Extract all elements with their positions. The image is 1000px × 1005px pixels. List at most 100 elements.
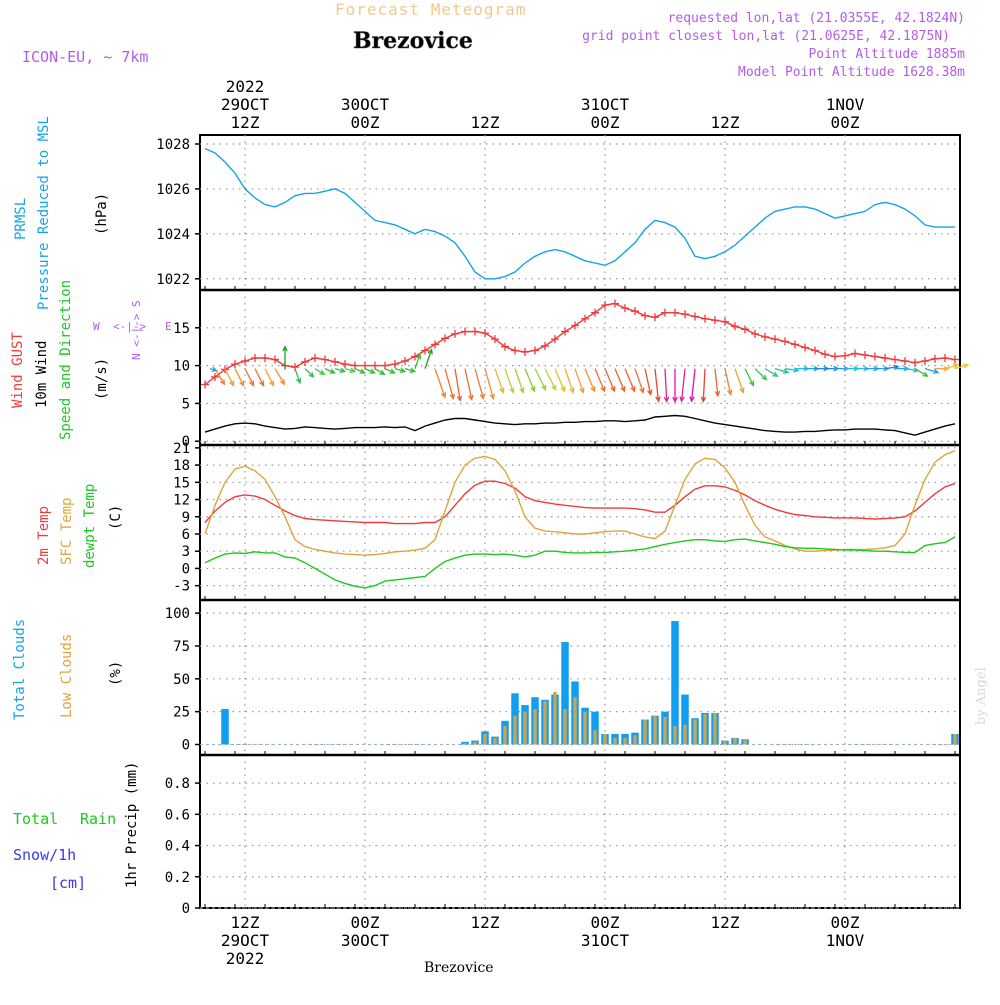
wind-arrow [594,368,606,392]
series-line [204,536,956,589]
panel2-labels: Wind GUST 10m Wind Speed and Direction (… [10,280,172,440]
wind-arrow-head [620,386,626,393]
panel3-labels: 2m Temp SFC Temp dewpt Temp (C) [36,484,124,568]
gust-point [541,341,549,350]
gust-point [941,354,949,363]
y-tick-label: 5 [182,396,190,412]
compass-e: E [165,320,172,333]
wind-arrow [244,368,255,386]
credit: by Angel [974,667,989,725]
label-pressure: Pressure Reduced to MSL [36,116,52,310]
wind-arrow [274,368,285,385]
wind-arrow-head [282,345,288,352]
gust-point [401,357,409,366]
y-tick-label: 15 [173,475,190,491]
wind-arrow [334,368,345,373]
wind-arrow-head [630,386,636,393]
wind-arrow-head [590,386,596,393]
gust-point [881,354,889,363]
wind-arrow-head [672,396,678,404]
header-point-altitude: Point Altitude 1885m [808,47,965,62]
label-precip-mm: 1hr Precip (mm) [124,762,140,888]
bottom-date-label: 31OCT [581,931,630,950]
gust-point [851,349,859,358]
total-cloud-bar [221,709,229,745]
wind-arrow [634,368,644,393]
gust-point [701,314,709,323]
wind-arrow [224,368,235,386]
gust-point [561,327,569,336]
wind-arrow-head [329,368,336,374]
gust-point [611,299,619,308]
gust-point [801,343,809,352]
wind-arrow [564,368,574,393]
wind-arrow [744,368,755,386]
y-tick-label: 1026 [156,182,190,198]
bottom-hour-label: 00Z [591,913,620,932]
wind-arrow [614,368,626,392]
wind-arrow-head [639,387,645,394]
gust-point [691,312,699,321]
gust-point [601,301,609,310]
chart-marks: 1022102410261028051015-30369121518210255… [156,77,970,968]
gust-point [921,357,929,366]
wind-arrow-head [689,396,695,403]
wind-arrow-head [647,389,653,396]
wind-arrow [724,368,732,395]
wind-arrow [514,368,524,393]
gust-point [511,346,519,355]
wind-arrow-head [579,387,585,394]
series-line [204,480,956,525]
header-location: Brezovice [353,28,473,54]
label-total-clouds: Total Clouds [12,619,28,720]
gust-point [821,350,829,359]
series-line [204,147,955,280]
gust-point [341,360,349,369]
low-cloud-bar [743,739,747,745]
bottom-hour-label: 00Z [831,913,860,932]
header-gridpoint: grid point closest lon,lat (21.0625E, 42… [582,29,950,44]
y-tick-label: 0 [182,737,190,753]
low-cloud-bar [523,711,527,745]
wind-arrow-head [427,348,433,355]
wind-arrow-head [319,369,326,376]
y-tick-label: 10 [173,359,190,375]
panel-frame-5 [199,754,961,909]
gust-point [211,372,219,381]
series-line [204,414,956,436]
wind-arrow-head [369,368,376,374]
wind-arrow-head [761,374,768,381]
low-cloud-bar [653,715,657,745]
wind-arrow-head [479,393,485,400]
gust-point [771,335,779,344]
low-cloud-bar [733,737,737,745]
gust-point [391,360,399,369]
y-tick-label: 0.4 [165,839,190,855]
low-cloud-bar [553,691,557,745]
y-tick-label: 75 [173,639,190,655]
gust-point [871,352,879,361]
gust-point [831,352,839,361]
low-cloud-bar [483,733,487,745]
low-cloud-bar [503,726,507,745]
wind-arrow-head [389,368,396,374]
top-year-label: 2022 [226,77,265,96]
wind-arrow [424,349,433,369]
wind-arrow [374,368,385,375]
low-cloud-bar [673,726,677,745]
top-hour-label: 12Z [711,113,740,132]
gust-point [951,355,959,364]
wind-arrow-head [259,380,265,387]
wind-arrow-head [569,387,575,394]
top-hour-label: 12Z [231,113,260,132]
low-cloud-bar [623,737,627,745]
gust-point [331,357,339,366]
wind-arrow [314,368,325,375]
wind-arrow-head [415,352,422,360]
gust-point [591,308,599,317]
wind-arrow-head [655,396,661,403]
gust-point [931,354,939,363]
wind-arrow-head [468,394,474,402]
wind-arrow-head [239,380,245,387]
gust-point [491,335,499,344]
